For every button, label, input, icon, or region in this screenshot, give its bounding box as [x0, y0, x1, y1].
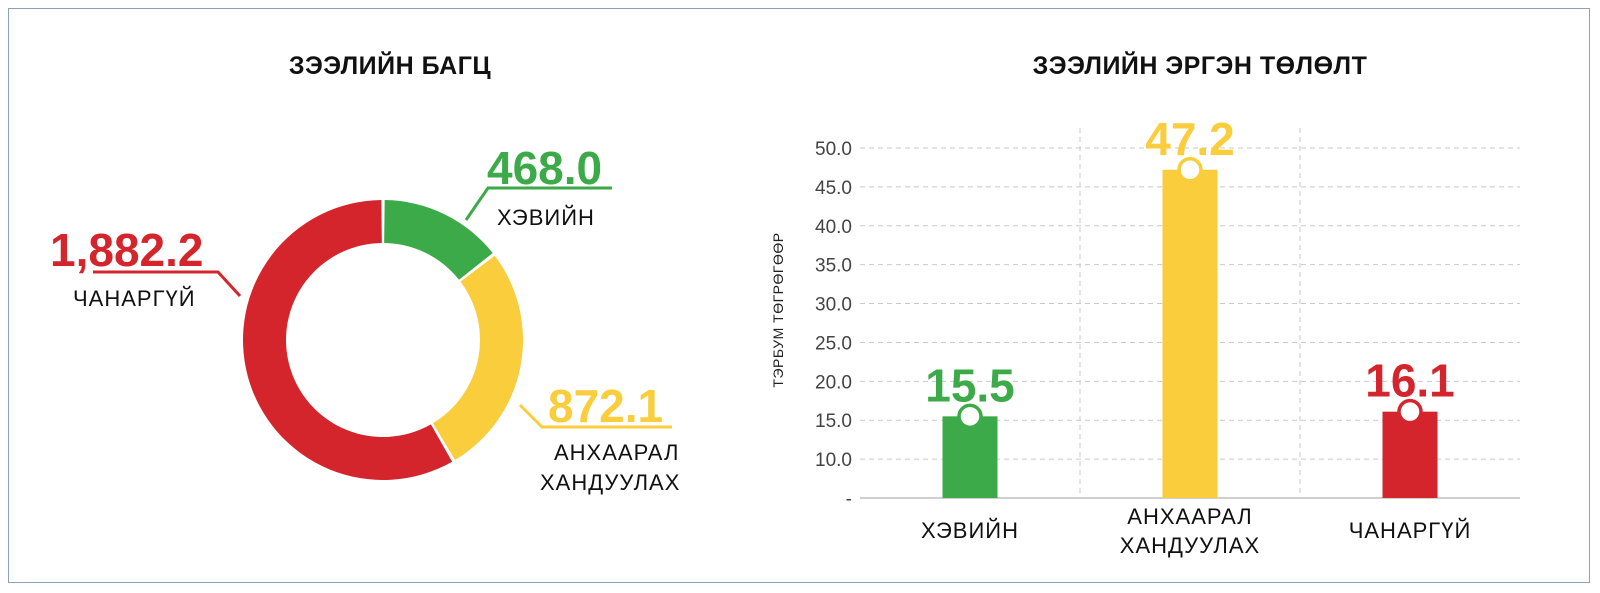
bar-chart-title: ЗЭЭЛИЙН ЭРГЭН ТӨЛӨЛТ — [1032, 52, 1368, 80]
y-tick-label: 45.0 — [815, 178, 852, 199]
y-tick-label: 25.0 — [815, 333, 852, 354]
y-tick-label: 15.0 — [815, 411, 852, 432]
leader-line-normal — [464, 186, 612, 221]
y-tick-label: 30.0 — [815, 295, 852, 316]
bar-normal — [942, 416, 998, 498]
donut-slice-attention — [432, 255, 523, 461]
y-tick-label: - — [846, 489, 852, 510]
bar-value-label: 47.2 — [1145, 113, 1235, 165]
leader-line-attention — [518, 403, 672, 429]
category-label-attention: АНХААРАЛ — [554, 440, 679, 465]
bar-value-label: 15.5 — [925, 359, 1015, 411]
y-tick-label: 20.0 — [815, 372, 852, 393]
bar-attention — [1162, 169, 1218, 498]
leader-line-nonperforming — [93, 270, 242, 298]
donut-chart-title: ЗЭЭЛИЙН БАГЦ — [288, 52, 492, 80]
bar-marker — [1177, 157, 1203, 183]
y-tick-label: 50.0 — [815, 139, 852, 160]
category-label-attention: ХАНДУУЛАХ — [540, 470, 680, 495]
category-label-nonperforming: ЧАНАРГҮЙ — [73, 286, 196, 311]
y-tick-label: 10.0 — [815, 450, 852, 471]
dashboard-frame — [8, 8, 1590, 583]
category-label-normal: ХЭВИЙН — [497, 205, 595, 230]
value-label-attention: 872.1 — [548, 380, 663, 432]
x-tick-label: ЧАНАРГҮЙ — [1349, 518, 1472, 543]
bar-marker — [957, 403, 983, 430]
bar-marker — [1397, 398, 1423, 425]
value-label-normal: 468.0 — [487, 142, 602, 194]
donut-slice-nonperforming — [243, 200, 453, 481]
x-tick-label: ХЭВИЙН — [921, 518, 1019, 543]
bar-chart: - 10.0 15.0 20.0 25.0 30.0 35.0 40.0 45.0 50.0 ТЭР… — [770, 113, 1520, 558]
y-axis-title: ТЭРБУМ ТӨГРӨГӨӨР — [770, 232, 786, 387]
bar-value-label: 16.1 — [1365, 355, 1455, 407]
donut-slice-normal — [384, 200, 493, 280]
y-tick-label: 35.0 — [815, 256, 852, 277]
x-tick-label: ХАНДУУЛАХ — [1120, 533, 1260, 558]
value-label-nonperforming: 1,882.2 — [50, 224, 203, 276]
donut-chart: 468.0 ХЭВИЙН 872.1 АНХААРАЛ ХАНДУУЛАХ 1,882.2… — [50, 142, 680, 495]
y-tick-label: 40.0 — [815, 217, 852, 238]
x-tick-label: АНХААРАЛ — [1127, 504, 1252, 529]
bar-nonperforming — [1382, 411, 1438, 498]
